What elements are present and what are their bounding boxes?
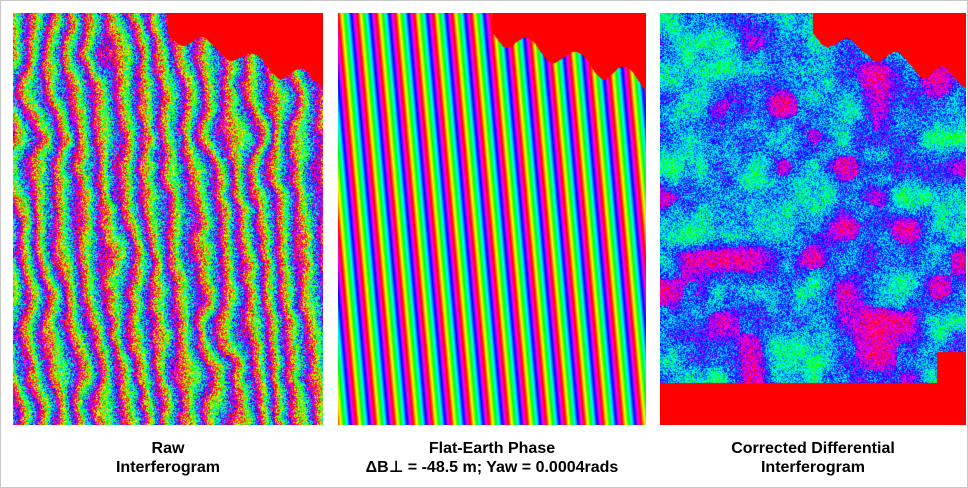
corrected-interferogram-canvas xyxy=(660,13,966,425)
corrected-caption-line2: Interferogram xyxy=(760,459,866,476)
flat-caption: Flat-Earth Phase ΔB⊥ = -48.5 m; Yaw = 0.… xyxy=(331,439,653,477)
raw-caption: Raw Interferogram xyxy=(13,439,323,477)
corrected-caption: Corrected Differential Interferogram xyxy=(660,439,966,477)
flat-earth-phase-canvas xyxy=(338,13,646,425)
corrected-caption-line1: Corrected Differential xyxy=(731,440,895,457)
corrected-interferogram-image xyxy=(660,13,966,425)
raw-caption-line2: Interferogram xyxy=(115,459,221,476)
flat-earth-phase-image xyxy=(338,13,646,425)
flat-caption-line1: Flat-Earth Phase xyxy=(428,440,556,457)
flat-caption-line2: ΔB⊥ = -48.5 m; Yaw = 0.0004rads xyxy=(365,459,619,476)
raw-caption-line1: Raw xyxy=(151,440,185,457)
raw-interferogram-image xyxy=(13,13,323,425)
raw-interferogram-canvas xyxy=(13,13,323,425)
